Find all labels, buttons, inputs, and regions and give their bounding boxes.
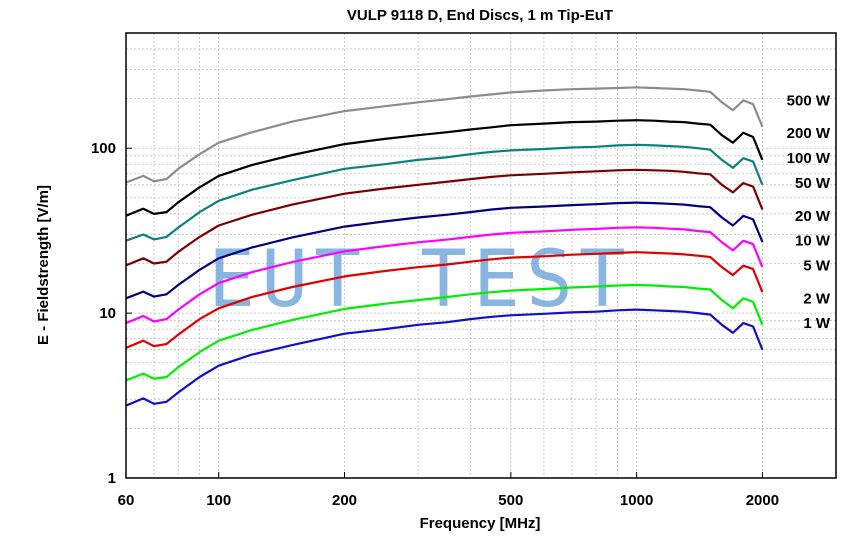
series-line-2w bbox=[125, 283, 764, 382]
y-axis-label: E - Fieldstrength [V/m] bbox=[35, 185, 52, 345]
watermark-text: EUT TEST bbox=[208, 235, 632, 325]
series-label: 20 W bbox=[795, 208, 831, 225]
x-tick-label: 500 bbox=[498, 492, 523, 509]
x-tick-label: 1000 bbox=[620, 492, 653, 509]
series-line-10w bbox=[125, 226, 764, 325]
x-tick-label: 100 bbox=[206, 492, 231, 509]
x-axis-label: Frequency [MHz] bbox=[420, 515, 541, 532]
series-line-5w bbox=[125, 251, 764, 349]
x-axis-ticks: 60 100 200 500 1000 2000 bbox=[118, 472, 779, 509]
x-tick-label: 200 bbox=[332, 492, 357, 509]
plot-border bbox=[125, 32, 837, 479]
series-lines bbox=[125, 86, 764, 407]
chart-title: VULP 9118 D, End Discs, 1 m Tip-EuT bbox=[347, 7, 613, 24]
series-line-20w bbox=[125, 201, 764, 300]
series-line-100w bbox=[125, 143, 764, 242]
y-tick-label: 1 bbox=[108, 470, 116, 487]
series-label: 10 W bbox=[795, 233, 831, 250]
series-labels: 500 W 200 W 100 W 50 W 20 W 10 W 5 W 2 W 1 W bbox=[787, 92, 831, 332]
y-axis-ticks: 1 10 100 bbox=[91, 140, 132, 487]
series-label: 2 W bbox=[803, 290, 831, 307]
plot-area bbox=[126, 33, 836, 478]
series-label: 50 W bbox=[795, 175, 831, 192]
series-label: 100 W bbox=[787, 150, 831, 167]
series-line-50w bbox=[125, 168, 764, 267]
y-tick-label: 10 bbox=[99, 305, 116, 322]
y-tick-label: 100 bbox=[91, 140, 116, 157]
series-label: 200 W bbox=[787, 125, 831, 142]
series-line-500w bbox=[125, 86, 764, 184]
series-label: 500 W bbox=[787, 92, 831, 109]
x-tick-label: 2000 bbox=[746, 492, 779, 509]
series-label: 1 W bbox=[803, 315, 831, 332]
series-label: 5 W bbox=[803, 258, 831, 275]
series-line-200w bbox=[125, 119, 764, 217]
watermark: EUT TEST bbox=[208, 235, 632, 325]
x-tick-label: 60 bbox=[118, 492, 135, 509]
series-line-1w bbox=[125, 308, 764, 407]
